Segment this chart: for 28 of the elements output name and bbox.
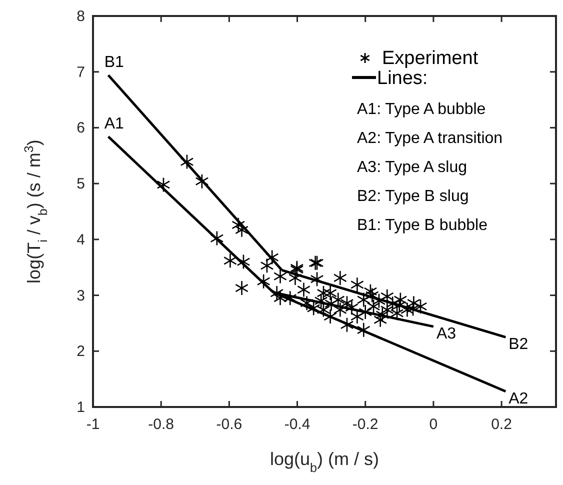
- y-tick-label: 7: [76, 64, 85, 81]
- annotation: B1: Type B bubble: [357, 217, 488, 234]
- x-tick-label: -1: [86, 416, 100, 433]
- x-tick-label: -0.4: [284, 416, 310, 433]
- y-tick-label: 1: [76, 399, 85, 416]
- x-tick-label: 0.2: [491, 416, 512, 433]
- y-tick-label: 4: [76, 231, 85, 248]
- x-tick-label: -0.8: [148, 416, 174, 433]
- annotation: B2: Type B slug: [357, 188, 469, 205]
- series-label: B1: [104, 54, 124, 72]
- x-tick-label: -0.6: [216, 416, 242, 433]
- annotation: A2: Type A transition: [357, 130, 503, 147]
- series-label: A1: [104, 116, 124, 133]
- legend-label: Experiment: [382, 48, 479, 69]
- x-tick-label: -0.2: [352, 416, 378, 433]
- y-tick-label: 6: [76, 120, 85, 137]
- y-tick-label: 2: [76, 343, 85, 360]
- y-tick-label: 5: [76, 176, 85, 193]
- y-tick-label: 8: [76, 8, 85, 25]
- x-tick-label: 0: [429, 416, 438, 433]
- annotation: Lines:: [377, 68, 428, 89]
- y-tick-label: 3: [76, 287, 85, 304]
- x-axis-title: log(u$_{b}$) (m / s): [270, 449, 380, 475]
- series-label: A3: [436, 326, 456, 343]
- annotation: A3: Type A slug: [357, 159, 468, 176]
- series-label: A2: [508, 390, 528, 408]
- series-label: B2: [508, 336, 528, 354]
- annotation: A1: Type A bubble: [357, 101, 486, 118]
